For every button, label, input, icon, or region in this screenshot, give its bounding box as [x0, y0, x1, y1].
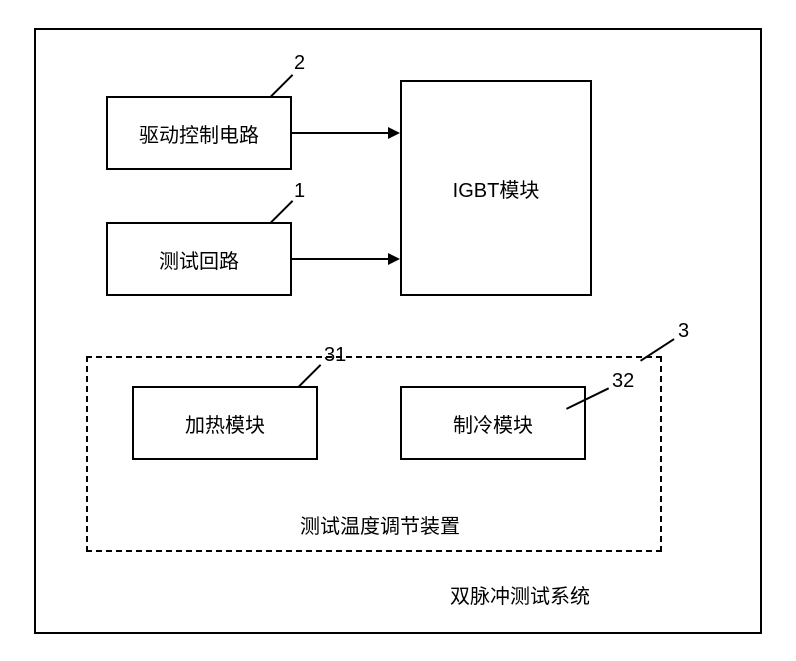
system-title: 双脉冲测试系统 [450, 580, 590, 609]
cooling-block: 制冷模块 [400, 386, 586, 460]
drive-control-label: 驱动控制电路 [139, 119, 259, 148]
cooling-label: 制冷模块 [453, 409, 533, 438]
igbt-block: IGBT模块 [400, 80, 592, 296]
temp-device-label: 测试温度调节装置 [300, 510, 460, 539]
callout-num-31: 31 [324, 344, 346, 367]
arrow-2-head [388, 253, 400, 265]
callout-num-2: 2 [294, 52, 305, 75]
callout-num-3: 3 [678, 320, 689, 343]
callout-num-32: 32 [612, 370, 634, 393]
arrow-1-line [292, 132, 388, 134]
callout-num-1: 1 [294, 180, 305, 203]
heating-block: 加热模块 [132, 386, 318, 460]
diagram-canvas: 驱动控制电路 2 测试回路 1 IGBT模块 3 测试温度调节装置 加热模块 3… [0, 0, 796, 661]
test-loop-block: 测试回路 [106, 222, 292, 296]
drive-control-block: 驱动控制电路 [106, 96, 292, 170]
igbt-label: IGBT模块 [453, 174, 540, 203]
test-loop-label: 测试回路 [159, 245, 239, 274]
arrow-1-head [388, 127, 400, 139]
arrow-2-line [292, 258, 388, 260]
heating-label: 加热模块 [185, 409, 265, 438]
